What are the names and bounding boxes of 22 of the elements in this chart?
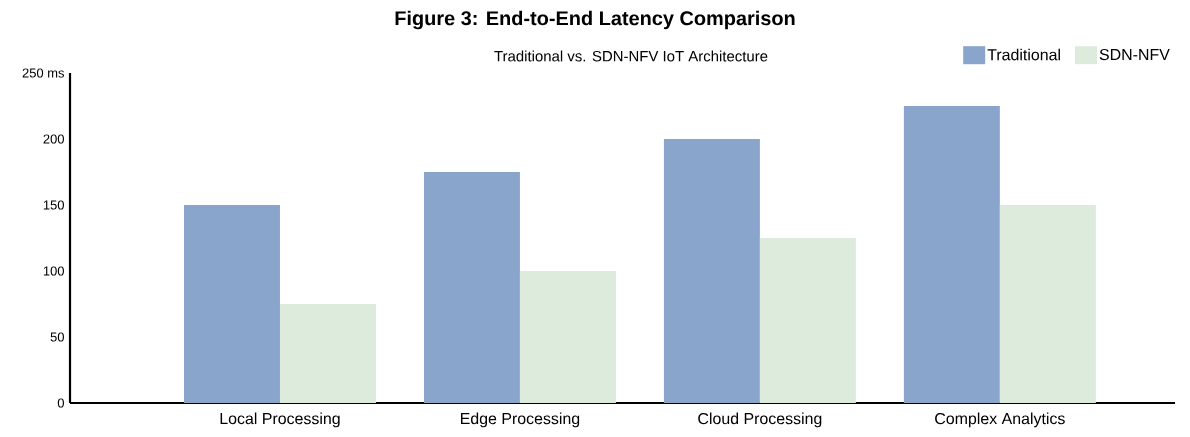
bar	[519, 270, 616, 403]
bar	[759, 237, 856, 403]
y-tick-label: 150	[43, 200, 64, 210]
bar	[999, 204, 1096, 403]
chart-title: Figure 3: End-to-End Latency Comparison	[395, 10, 795, 30]
bar	[663, 138, 760, 403]
y-tick-label: 100	[43, 266, 64, 276]
bar	[423, 171, 520, 403]
legend-label: Traditional	[987, 48, 1060, 61]
x-tick-label: Local Processing	[220, 412, 340, 428]
x-tick-label: Cloud Processing	[698, 412, 822, 428]
y-tick-label: 50	[50, 332, 64, 342]
y-tick-label: 200	[43, 134, 64, 144]
bar	[279, 303, 376, 403]
y-tick-label: 250 ms	[22, 68, 65, 78]
legend-label: SDN-NFV	[1099, 48, 1170, 61]
bar	[903, 105, 1000, 403]
bar	[183, 204, 280, 403]
y-tick-label: 0	[57, 398, 64, 408]
x-tick-label: Edge Processing	[461, 412, 580, 428]
chart-subtitle: Traditional vs. SDN-NFV IoT Architecture	[494, 50, 768, 62]
x-tick-label: Complex Analytics	[935, 412, 1065, 428]
